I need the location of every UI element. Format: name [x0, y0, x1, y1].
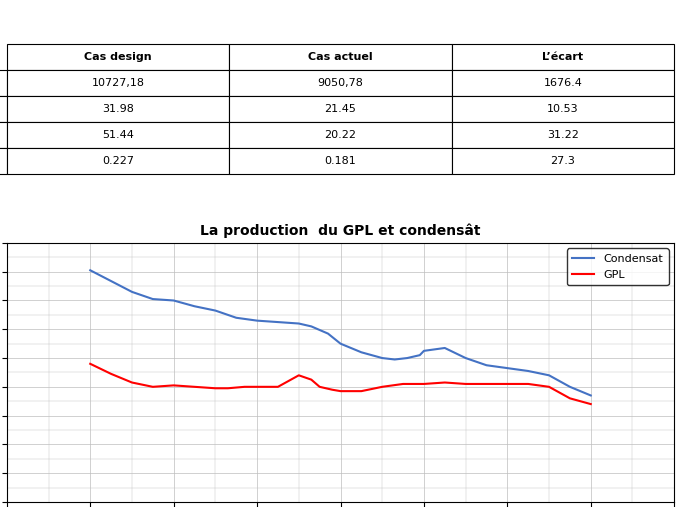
- Title: La production  du GPL et condensât: La production du GPL et condensât: [200, 223, 481, 238]
- Legend: Condensat, GPL: Condensat, GPL: [567, 248, 669, 285]
